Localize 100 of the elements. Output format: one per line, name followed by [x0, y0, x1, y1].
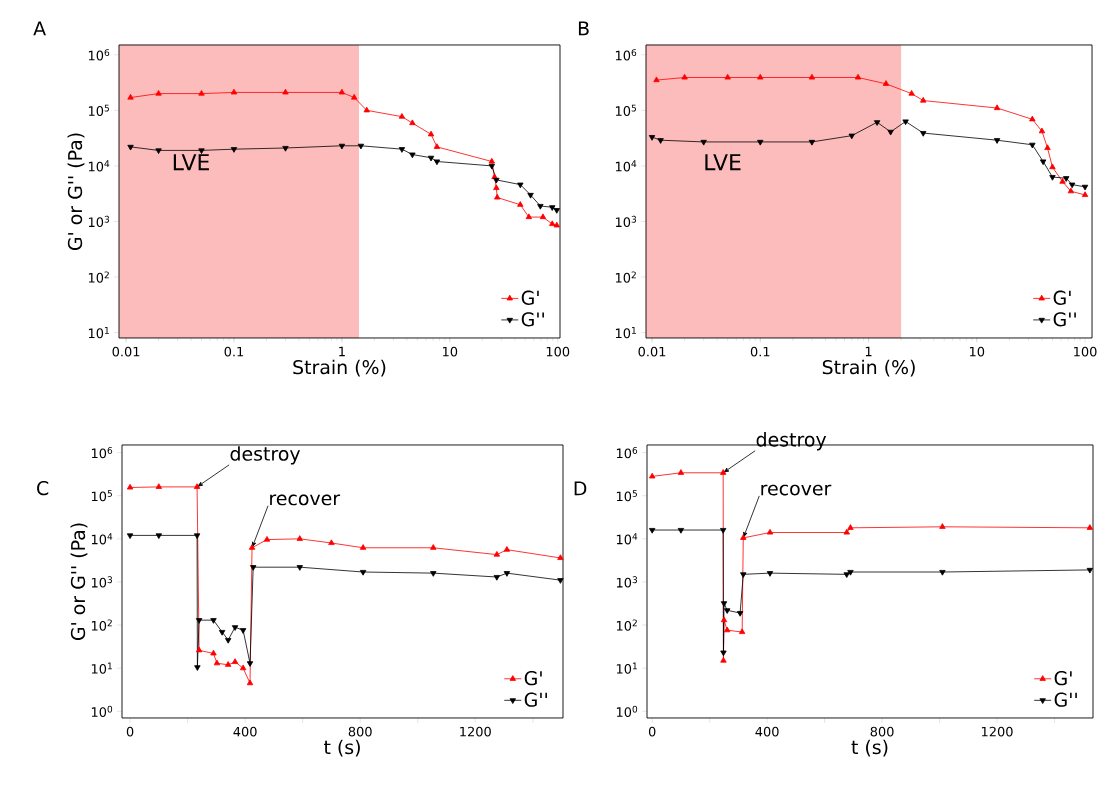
x-tick-label: 100 [1074, 346, 1097, 357]
point [210, 618, 217, 624]
point [231, 625, 239, 631]
point [195, 646, 203, 653]
point [155, 533, 162, 540]
y-tick-label: 10$^{0}$ [616, 705, 638, 717]
y-tick-label: 10$^{2}$ [88, 271, 109, 283]
point [719, 528, 727, 534]
y-tick-label: 10$^{3}$ [91, 576, 113, 588]
band-label: LVE [705, 154, 741, 171]
point [847, 524, 854, 530]
point [738, 628, 746, 635]
point [1086, 524, 1094, 530]
x-tick-label: 10 [969, 346, 985, 357]
point [224, 661, 232, 667]
y-tick-label: 10$^{4}$ [615, 160, 637, 172]
x-tick-label: 400 [233, 726, 257, 737]
x-tick-label: 10 [442, 346, 458, 357]
point [736, 611, 744, 617]
y-tick-label: 10$^{5}$ [91, 490, 112, 502]
point [239, 664, 247, 671]
text: D [574, 481, 587, 496]
y-tick-label: 10$^{2}$ [91, 619, 112, 631]
x-tick-label: 1200 [981, 726, 1013, 737]
point [213, 659, 221, 666]
point [766, 571, 774, 577]
point [847, 570, 854, 576]
point [359, 570, 367, 576]
point [246, 661, 254, 667]
y-tick-label: 10$^{3}$ [88, 215, 110, 228]
point [740, 572, 747, 578]
point [649, 528, 656, 534]
y-axis-title: G' or G'' (Pa) [70, 523, 88, 641]
y-tick-label: 10$^{5}$ [615, 104, 636, 116]
y-tick-label: 10$^{4}$ [616, 533, 638, 545]
annotation: recover [270, 494, 341, 506]
point [430, 571, 437, 577]
point [503, 571, 511, 577]
point [359, 544, 367, 550]
x-axis-title: Strain (%) [822, 359, 915, 377]
point [724, 608, 731, 614]
y-tick-label: 10$^{4}$ [91, 533, 113, 545]
x-tick-label: 0.01 [638, 346, 666, 357]
point [263, 535, 271, 542]
annotation: destroy [756, 432, 827, 451]
point [239, 628, 247, 634]
y-tick-label: 10$^{6}$ [615, 49, 637, 61]
legend-label: G' [1053, 290, 1071, 305]
x-tick-label: 400 [755, 726, 779, 737]
legend-label: G'' [1054, 692, 1077, 707]
point [193, 533, 201, 540]
point [248, 544, 256, 550]
x-axis-title: Strain (%) [293, 359, 386, 377]
point [246, 679, 254, 686]
x-tick-label: 1200 [460, 726, 491, 737]
x-tick-label: 0.1 [224, 346, 244, 357]
point [296, 535, 303, 541]
x-tick-label: 100 [546, 346, 570, 357]
point [677, 469, 685, 475]
y-tick-label: 10$^{1}$ [616, 662, 637, 674]
y-tick-label: 10$^{2}$ [616, 619, 637, 631]
chart-title: A [33, 21, 46, 36]
point [218, 630, 226, 636]
x-tick-label: 0 [648, 726, 656, 737]
y-tick-label: 10$^{6}$ [91, 446, 113, 459]
y-tick-label: 10$^{0}$ [91, 705, 113, 717]
annotation: destroy [230, 446, 301, 465]
y-tick-label: 10$^{1}$ [615, 327, 636, 339]
point [843, 572, 850, 578]
y-tick-label: 10$^{4}$ [88, 160, 110, 172]
annotation: recover [761, 484, 832, 496]
point [210, 649, 217, 656]
point [328, 539, 335, 545]
point [939, 570, 946, 576]
point [493, 575, 501, 581]
point [1086, 567, 1094, 574]
point [720, 650, 727, 657]
x-tick-label: 800 [870, 726, 894, 737]
y-tick-label: 10$^{1}$ [91, 662, 112, 674]
legend-label: G'' [521, 312, 544, 327]
chart-title: B [578, 21, 589, 36]
point [126, 533, 134, 540]
y-tick-label: 10$^{5}$ [616, 490, 637, 502]
point [649, 472, 656, 479]
point [720, 616, 728, 623]
point [194, 665, 201, 671]
point [557, 554, 564, 560]
point [720, 656, 727, 663]
point [126, 483, 134, 490]
x-tick-label: 0 [126, 726, 134, 737]
text: C [37, 480, 49, 496]
point [677, 528, 685, 534]
y-tick-label: 10$^{3}$ [616, 576, 638, 588]
y-tick-label: 10$^{6}$ [88, 49, 110, 61]
y-tick-label: 10$^{6}$ [616, 446, 638, 459]
point [430, 544, 437, 550]
point [296, 565, 303, 571]
legend-label: G' [521, 290, 539, 305]
y-axis-title: G' or G'' (Pa) [67, 133, 85, 251]
point [195, 618, 203, 624]
